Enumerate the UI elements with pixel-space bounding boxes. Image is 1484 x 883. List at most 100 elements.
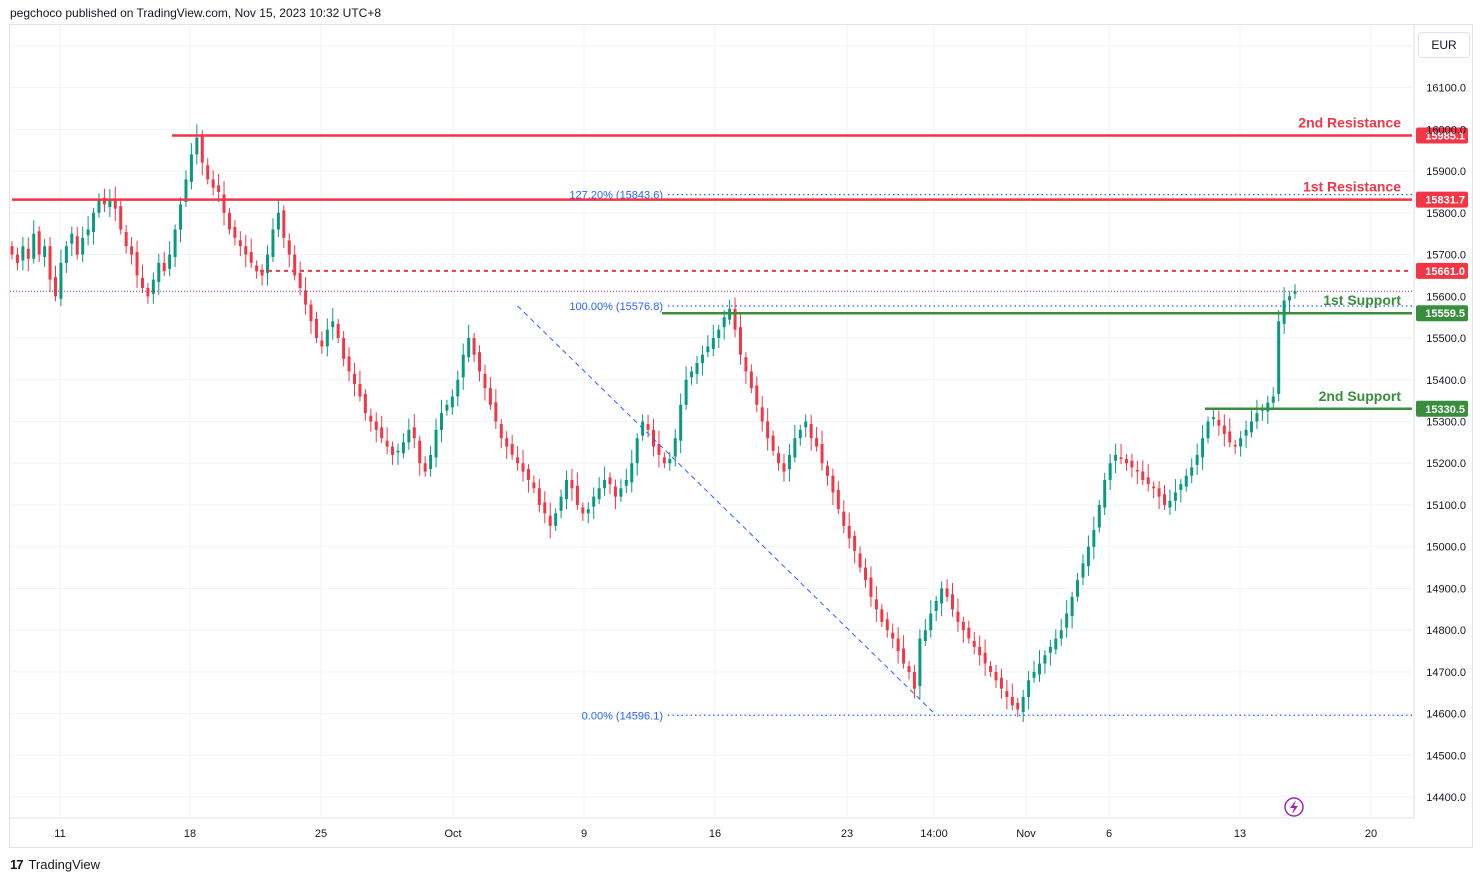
candle-body bbox=[10, 246, 14, 255]
candle-body bbox=[1037, 663, 1041, 675]
candle-body bbox=[336, 323, 340, 339]
time-axis: 11 18 25 Oct 9 16 23 14:00 Nov 6 13 20 bbox=[10, 817, 1414, 840]
candle-body bbox=[934, 600, 938, 611]
candle bbox=[1288, 291, 1292, 313]
candle-body bbox=[706, 346, 710, 353]
candle-body bbox=[1141, 471, 1145, 480]
candle-body bbox=[429, 454, 433, 470]
candle bbox=[249, 238, 253, 268]
level-name-label: 1st Resistance bbox=[1303, 179, 1401, 195]
level-price-tag-text: 15985.1 bbox=[1425, 131, 1465, 143]
candle-body bbox=[733, 308, 737, 330]
candle bbox=[815, 426, 819, 452]
candle bbox=[1146, 464, 1150, 492]
price-tick-label: 14400.0 bbox=[1426, 792, 1466, 804]
candle bbox=[140, 264, 144, 293]
candle-body bbox=[1005, 691, 1009, 697]
candle bbox=[53, 265, 57, 302]
candle bbox=[1152, 481, 1156, 499]
candle-body bbox=[690, 371, 694, 378]
candle bbox=[896, 627, 900, 664]
candle bbox=[86, 216, 90, 246]
candle bbox=[989, 661, 993, 677]
candle-body bbox=[135, 252, 139, 276]
candle-body bbox=[793, 438, 797, 458]
candle bbox=[445, 399, 449, 416]
fib-trend-line bbox=[517, 305, 937, 716]
candle-body bbox=[298, 272, 302, 288]
candle bbox=[48, 237, 52, 293]
candle bbox=[521, 449, 525, 482]
price-tick-label: 14500.0 bbox=[1426, 750, 1466, 762]
candle-body bbox=[657, 444, 661, 455]
candle bbox=[956, 598, 960, 632]
candle-body bbox=[189, 154, 193, 182]
tradingview-footer[interactable]: 17 TradingView bbox=[10, 857, 100, 872]
candle-body bbox=[994, 671, 998, 681]
candle-body bbox=[999, 677, 1003, 689]
candle-body bbox=[1097, 504, 1101, 528]
candle-body bbox=[755, 385, 759, 405]
candle-body bbox=[331, 321, 335, 328]
candle bbox=[1141, 460, 1145, 485]
candle bbox=[532, 475, 536, 494]
time-tick-label: 14:00 bbox=[920, 828, 948, 840]
candle-body bbox=[1271, 396, 1275, 403]
candle-body bbox=[624, 479, 628, 486]
candle-body bbox=[146, 287, 150, 297]
currency-button[interactable]: EUR bbox=[1418, 32, 1470, 58]
candle-body bbox=[874, 599, 878, 610]
candle bbox=[700, 345, 704, 376]
candle bbox=[1016, 697, 1020, 717]
candle bbox=[510, 434, 514, 460]
candle bbox=[526, 464, 530, 493]
candle-body bbox=[673, 438, 677, 457]
candle bbox=[635, 433, 639, 476]
candle bbox=[135, 240, 139, 288]
candle bbox=[929, 600, 933, 638]
candle bbox=[282, 205, 286, 248]
candle-body bbox=[858, 553, 862, 568]
candle-body bbox=[369, 415, 373, 422]
time-tick-label: 20 bbox=[1365, 828, 1377, 840]
publisher-header: pegchoco published on TradingView.com, N… bbox=[10, 6, 382, 20]
candle bbox=[972, 631, 976, 655]
candle bbox=[467, 324, 471, 363]
candle-body bbox=[581, 507, 585, 514]
candle bbox=[777, 446, 781, 471]
candle-body bbox=[439, 413, 443, 430]
candle-body bbox=[771, 435, 775, 451]
candle bbox=[1130, 453, 1134, 478]
candle-body bbox=[1179, 484, 1183, 490]
candle bbox=[994, 664, 998, 688]
candle bbox=[26, 237, 30, 272]
candle-body bbox=[304, 290, 308, 305]
candle-body bbox=[662, 457, 666, 464]
candle-body bbox=[1135, 469, 1139, 472]
lightning-icon[interactable] bbox=[1284, 797, 1304, 817]
candle bbox=[766, 408, 770, 451]
candle bbox=[733, 297, 737, 338]
candle bbox=[108, 189, 112, 217]
candle-body bbox=[532, 482, 536, 489]
candle bbox=[586, 502, 590, 524]
candle-body bbox=[342, 338, 346, 359]
candle-body bbox=[15, 254, 19, 263]
candle-body bbox=[907, 666, 911, 672]
candle bbox=[200, 130, 204, 176]
tradingview-logo-icon: 17 bbox=[10, 857, 24, 872]
level-price-tag-text: 15559.5 bbox=[1425, 308, 1465, 320]
candle-body bbox=[1184, 475, 1188, 487]
candle bbox=[244, 234, 248, 268]
candle-body bbox=[407, 429, 411, 443]
candle bbox=[1184, 468, 1188, 492]
candle bbox=[1135, 460, 1139, 485]
candle bbox=[847, 512, 851, 549]
candle-body bbox=[635, 438, 639, 464]
candle-body bbox=[353, 373, 356, 384]
candle bbox=[456, 370, 460, 407]
candle-body bbox=[478, 352, 482, 372]
candle-body bbox=[820, 444, 824, 464]
candle bbox=[461, 343, 465, 390]
